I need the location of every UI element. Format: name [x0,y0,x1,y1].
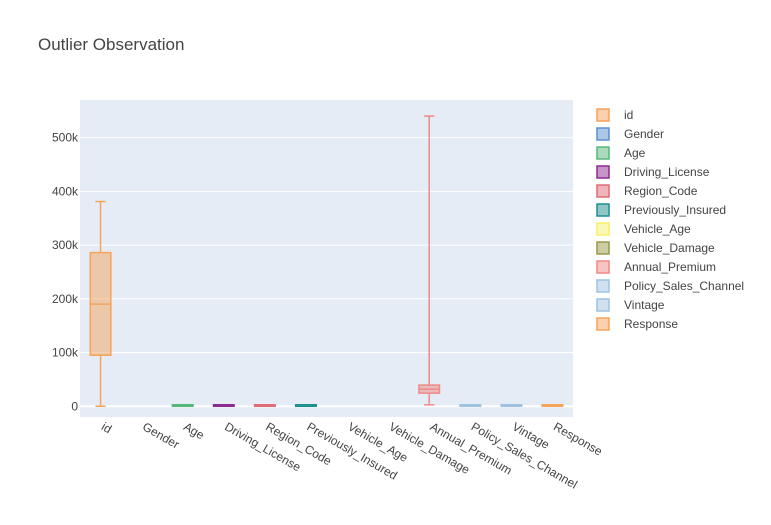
legend-swatch [596,260,610,274]
y-tick-label: 0 [71,399,78,413]
legend-label: Driving_License [624,165,710,179]
legend-label: Annual_Premium [624,260,716,274]
legend-item[interactable]: Annual_Premium [596,260,716,274]
legend-label: Response [624,317,678,331]
box-trace-Response[interactable] [541,404,564,408]
box-trace-id[interactable] [89,200,112,408]
legend-label: Previously_Insured [624,203,726,217]
legend-swatch [596,222,610,236]
legend-item[interactable]: Age [596,146,646,160]
legend-swatch [596,184,610,198]
legend-label: Vehicle_Age [624,222,691,236]
legend-label: Policy_Sales_Channel [624,279,744,293]
legend-item[interactable]: Vehicle_Damage [596,241,715,255]
y-axis-ticks: 0 100k 200k 300k 400k 500k [52,131,79,414]
plot-background [80,100,573,417]
legend-item[interactable]: Gender [596,127,664,141]
legend-swatch [596,108,610,122]
box-trace-Age[interactable] [171,403,194,407]
legend-label: id [624,108,633,122]
legend-swatch [596,317,610,331]
legend-swatch [596,298,610,312]
legend-item[interactable]: Policy_Sales_Channel [596,279,744,293]
chart-title: Outlier Observation [38,35,184,54]
box-trace-Vintage[interactable] [500,403,523,407]
legend-item[interactable]: Region_Code [596,184,698,198]
legend-item[interactable]: Vehicle_Age [596,222,691,236]
gridlines [80,137,573,408]
legend-label: Gender [624,127,664,141]
y-tick-label: 100k [52,346,79,360]
legend-item[interactable]: Previously_Insured [596,203,726,217]
y-tick-label: 400k [52,184,79,198]
legend-swatch [596,241,610,255]
legend-swatch [596,127,610,141]
y-tick-label: 200k [52,292,79,306]
legend-swatch [596,203,610,217]
legend-swatch [596,146,610,160]
y-tick-label: 500k [52,131,79,145]
box-trace-Region_Code[interactable] [253,403,276,408]
box-trace-Policy_Sales_Channel[interactable] [459,403,482,408]
legend-item[interactable]: id [596,108,633,122]
legend-swatch [596,279,610,293]
legend[interactable]: id Gender Age Driving_License Region_Code Pre… [596,108,744,331]
legend-swatch [596,165,610,179]
legend-item[interactable]: Driving_License [596,165,710,179]
legend-label: Vehicle_Damage [624,241,715,255]
y-tick-label: 300k [52,238,79,252]
box-traces [89,115,564,408]
legend-label: Vintage [624,298,665,312]
box-trace-Driving_License[interactable] [212,404,235,408]
legend-item[interactable]: Vintage [596,298,665,312]
legend-label: Age [624,146,646,160]
box-trace-Annual_Premium[interactable] [418,115,441,406]
box-trace-Previously_Insured[interactable] [294,404,317,408]
legend-label: Region_Code [624,184,698,198]
legend-item[interactable]: Response [596,317,678,331]
